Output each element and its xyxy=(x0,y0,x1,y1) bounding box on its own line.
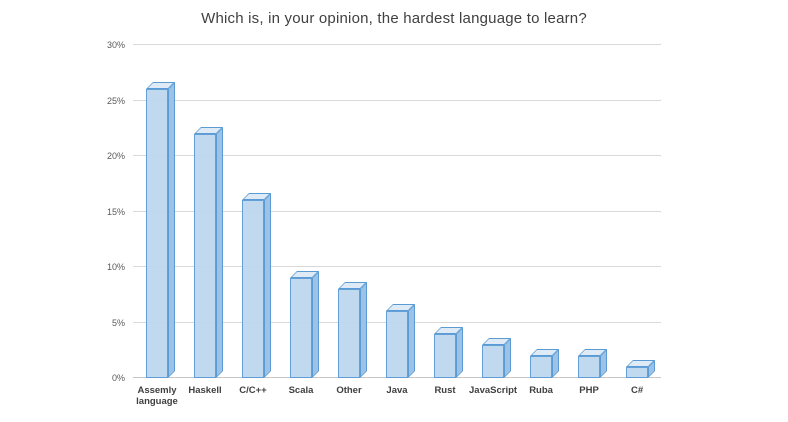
x-axis-label: PHP xyxy=(579,385,599,396)
bar-assemly-language xyxy=(146,82,175,378)
y-axis-tick-label: 15% xyxy=(106,206,125,217)
plot-area: 0% 5% 10% 15% 20% 25% 30% xyxy=(107,40,661,383)
bar-front-face xyxy=(194,133,216,378)
bar-ruba xyxy=(530,348,559,378)
bar-column xyxy=(181,45,229,378)
bar-side-face xyxy=(264,193,271,378)
bar-front-face xyxy=(530,355,552,378)
bar-side-face xyxy=(216,126,223,378)
bar-front-face xyxy=(290,278,312,378)
bar-side-face xyxy=(408,304,415,378)
bar-front-face xyxy=(146,89,168,378)
x-axis-label: Rust xyxy=(434,385,456,396)
bar-column xyxy=(325,45,373,378)
bar-front-face xyxy=(434,333,456,378)
x-axis-label: Ruba xyxy=(529,385,553,396)
gridline xyxy=(133,155,661,156)
bar-column xyxy=(613,45,661,378)
bar-javascript xyxy=(482,337,511,378)
bar-side-face xyxy=(312,271,319,378)
bar-column xyxy=(469,45,517,378)
bar-side-face xyxy=(168,82,175,378)
bar-column xyxy=(229,45,277,378)
chart-title: Which is, in your opinion, the hardest l… xyxy=(201,10,587,27)
bar-haskell xyxy=(194,126,223,378)
bar-column xyxy=(133,45,181,378)
x-axis-label: C# xyxy=(630,385,644,396)
gridline xyxy=(133,210,661,212)
x-axis-label: Java xyxy=(386,385,408,396)
bar-other xyxy=(338,282,367,378)
x-axis-label: Other xyxy=(336,385,362,396)
bar-column xyxy=(565,45,613,378)
bar-front-face xyxy=(386,311,408,378)
y-axis-tick-label: 0% xyxy=(111,373,125,383)
bars-container xyxy=(133,45,661,378)
gridline xyxy=(133,99,661,101)
bar-front-face xyxy=(482,344,504,378)
bar-rust xyxy=(434,326,463,378)
x-axis-label: Haskell xyxy=(188,385,222,396)
bar-front-face xyxy=(626,366,648,378)
bar-java xyxy=(386,304,415,378)
x-axis-label: C/C++ xyxy=(239,385,267,396)
bar-front-face xyxy=(242,200,264,378)
bar-column xyxy=(517,45,565,378)
bar-php xyxy=(578,348,607,378)
gridline xyxy=(133,266,661,267)
y-axis-tick-label: 5% xyxy=(111,317,125,328)
gridline xyxy=(133,44,661,45)
y-axis-tick-label: 10% xyxy=(106,262,125,272)
bar-scala xyxy=(290,271,319,378)
x-axis-label: Scala xyxy=(288,385,314,396)
y-axis-tick-label: 20% xyxy=(106,151,125,161)
x-axis-label: JavaScript xyxy=(469,385,518,396)
bar-c-c xyxy=(242,193,271,378)
bar-column xyxy=(277,45,325,378)
x-axis-labels: Assemly language Haskell C/C++ Scala Other Ja… xyxy=(133,384,661,408)
bar-side-face xyxy=(456,326,463,378)
bar-column xyxy=(373,45,421,378)
x-axis-label: Assemly language xyxy=(136,385,178,407)
bar-front-face xyxy=(338,289,360,378)
bar-column xyxy=(421,45,469,378)
bar-c xyxy=(626,359,655,378)
y-axis-tick-label: 30% xyxy=(106,40,125,50)
bar-side-face xyxy=(360,282,367,378)
bar-front-face xyxy=(578,355,600,378)
y-axis-tick-label: 25% xyxy=(106,95,125,106)
